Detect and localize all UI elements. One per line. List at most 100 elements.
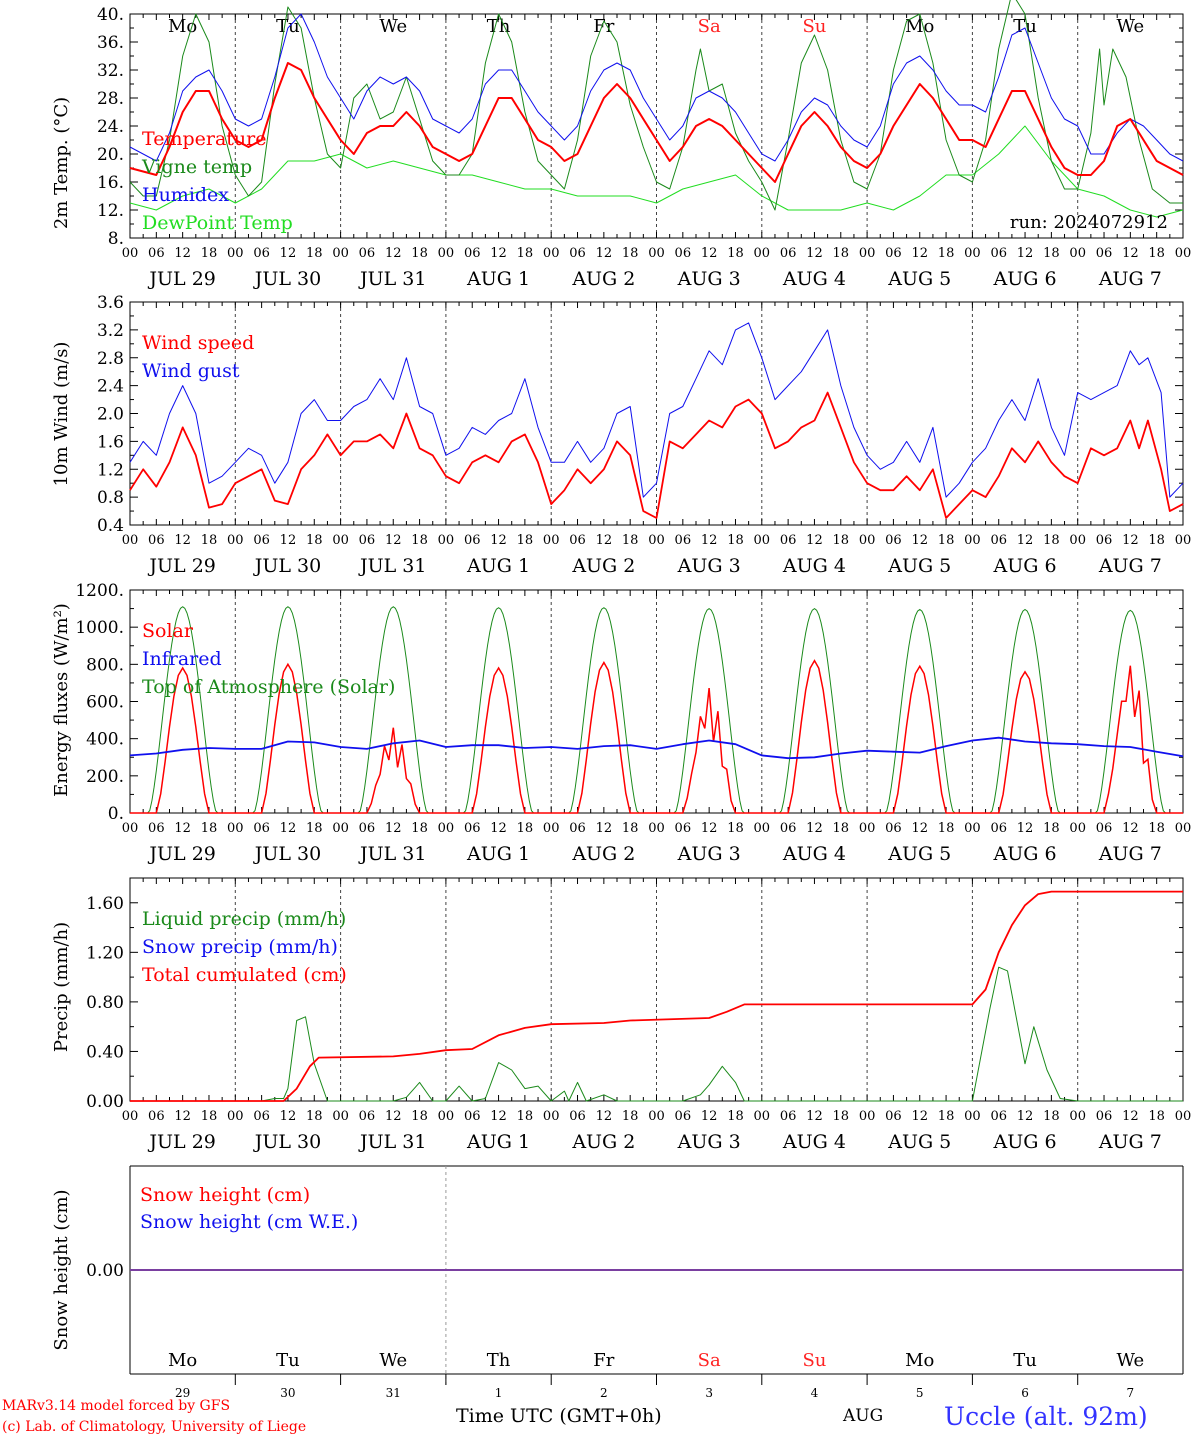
series-total-cumulated-line bbox=[130, 890, 1183, 1102]
hour-tick-label: 12 bbox=[806, 246, 823, 261]
hour-tick-label: 00 bbox=[332, 246, 349, 261]
series-dewpoint-line bbox=[129, 125, 1184, 218]
y-tick-label: 1.60 bbox=[86, 894, 124, 914]
date-label: AUG 2 bbox=[571, 1131, 635, 1153]
hour-tick-label: 00 bbox=[964, 821, 981, 836]
hour-tick-label: 00 bbox=[122, 1109, 139, 1124]
hour-tick-label: 18 bbox=[1043, 533, 1060, 548]
hour-tick-label: 00 bbox=[1069, 246, 1086, 261]
hour-tick-label: 12 bbox=[701, 533, 718, 548]
date-label: AUG 2 bbox=[571, 268, 635, 290]
hour-tick-label: 18 bbox=[411, 1109, 428, 1124]
day-number-label: 5 bbox=[916, 1386, 924, 1400]
hour-tick-label: 12 bbox=[280, 821, 297, 836]
hour-tick-label: 00 bbox=[438, 533, 455, 548]
date-label: AUG 1 bbox=[466, 843, 530, 865]
y-tick-label: 28. bbox=[97, 89, 124, 109]
hour-tick-label: 12 bbox=[174, 246, 191, 261]
day-number-label: 3 bbox=[705, 1386, 713, 1400]
hour-tick-label: 12 bbox=[806, 533, 823, 548]
y-tick-label: 40. bbox=[97, 5, 124, 25]
hour-tick-label: 06 bbox=[253, 246, 270, 261]
y-tick-label: 16. bbox=[97, 173, 124, 193]
day-number-label: 30 bbox=[280, 1386, 295, 1400]
hour-tick-label: 06 bbox=[148, 246, 165, 261]
legend-entry: Temperature bbox=[142, 128, 266, 150]
hour-tick-label: 12 bbox=[911, 533, 928, 548]
date-label: JUL 30 bbox=[253, 555, 321, 577]
hour-tick-label: 18 bbox=[201, 246, 218, 261]
date-label: AUG 1 bbox=[466, 555, 530, 577]
hour-tick-label: 06 bbox=[569, 533, 586, 548]
station-label: Uccle (alt. 92m) bbox=[944, 1402, 1148, 1431]
hour-tick-label: 12 bbox=[1017, 821, 1034, 836]
y-axis-label: Snow height (cm) bbox=[51, 1189, 72, 1350]
hour-tick-label: 06 bbox=[675, 246, 692, 261]
hour-tick-label: 06 bbox=[253, 533, 270, 548]
series-humidex-line bbox=[129, 13, 1184, 162]
date-label: AUG 7 bbox=[1098, 268, 1162, 290]
hour-tick-label: 18 bbox=[938, 246, 955, 261]
hour-tick-label: 12 bbox=[385, 533, 402, 548]
hour-tick-label: 06 bbox=[780, 1109, 797, 1124]
panel-frame bbox=[129, 301, 1184, 526]
hour-tick-label: 18 bbox=[306, 821, 323, 836]
hour-tick-label: 06 bbox=[359, 533, 376, 548]
hour-tick-label: 12 bbox=[596, 533, 613, 548]
y-tick-label: 0.8 bbox=[97, 488, 124, 508]
hour-tick-label: 18 bbox=[517, 1109, 534, 1124]
hour-tick-label: 18 bbox=[411, 821, 428, 836]
date-label: AUG 3 bbox=[677, 268, 741, 290]
y-tick-label: 2.8 bbox=[97, 349, 124, 369]
hour-tick-label: 12 bbox=[490, 246, 507, 261]
legend-entry: Snow precip (mm/h) bbox=[142, 936, 338, 958]
y-tick-label: 0. bbox=[108, 804, 124, 824]
run-label: run: 2024072912 bbox=[1010, 212, 1168, 233]
date-label: JUL 31 bbox=[358, 1131, 426, 1153]
hour-tick-label: 00 bbox=[227, 821, 244, 836]
day-number-label: 1 bbox=[495, 1386, 503, 1400]
hour-tick-label: 18 bbox=[517, 821, 534, 836]
hour-tick-label: 18 bbox=[1148, 821, 1165, 836]
panel-frame bbox=[129, 589, 1184, 814]
legend-entry: Liquid precip (mm/h) bbox=[142, 908, 346, 930]
date-label: AUG 6 bbox=[993, 268, 1057, 290]
series-wind-speed-line bbox=[129, 391, 1184, 519]
month-label: AUG bbox=[843, 1406, 884, 1426]
hour-tick-label: 00 bbox=[122, 533, 139, 548]
hour-tick-label: 18 bbox=[727, 246, 744, 261]
hour-tick-label: 00 bbox=[859, 821, 876, 836]
hour-tick-label: 06 bbox=[148, 821, 165, 836]
hour-tick-label: 00 bbox=[1069, 821, 1086, 836]
hour-tick-label: 00 bbox=[1175, 1109, 1192, 1124]
legend-entry: Top of Atmosphere (Solar) bbox=[142, 676, 395, 698]
hour-tick-label: 18 bbox=[1043, 246, 1060, 261]
hour-tick-label: 18 bbox=[727, 821, 744, 836]
hour-tick-label: 18 bbox=[727, 533, 744, 548]
weekday-label: Mo bbox=[905, 16, 934, 37]
hour-tick-label: 00 bbox=[754, 821, 771, 836]
hour-tick-label: 12 bbox=[490, 1109, 507, 1124]
y-axis-label: 2m Temp. (°C) bbox=[51, 97, 72, 229]
date-label: JUL 29 bbox=[147, 1131, 215, 1153]
y-tick-label: 1.2 bbox=[97, 460, 124, 480]
day-number-label: 6 bbox=[1021, 1386, 1029, 1400]
hour-tick-label: 12 bbox=[490, 533, 507, 548]
hour-tick-label: 00 bbox=[964, 246, 981, 261]
hour-tick-label: 00 bbox=[438, 1109, 455, 1124]
weekday-label: Tu bbox=[276, 1350, 300, 1371]
hour-tick-label: 12 bbox=[1017, 1109, 1034, 1124]
hour-tick-label: 18 bbox=[938, 1109, 955, 1124]
hour-tick-label: 12 bbox=[280, 246, 297, 261]
hour-tick-label: 18 bbox=[201, 821, 218, 836]
weekday-label: We bbox=[379, 16, 407, 37]
date-label: AUG 3 bbox=[677, 843, 741, 865]
y-tick-label: 0.40 bbox=[86, 1042, 124, 1062]
legend-entry: DewPoint Temp bbox=[142, 212, 293, 234]
weekday-label: Tu bbox=[1013, 16, 1037, 37]
weekday-label: Th bbox=[487, 16, 511, 37]
hour-tick-label: 18 bbox=[622, 246, 639, 261]
hour-tick-label: 18 bbox=[201, 533, 218, 548]
hour-tick-label: 00 bbox=[1175, 821, 1192, 836]
hour-tick-label: 00 bbox=[1069, 533, 1086, 548]
